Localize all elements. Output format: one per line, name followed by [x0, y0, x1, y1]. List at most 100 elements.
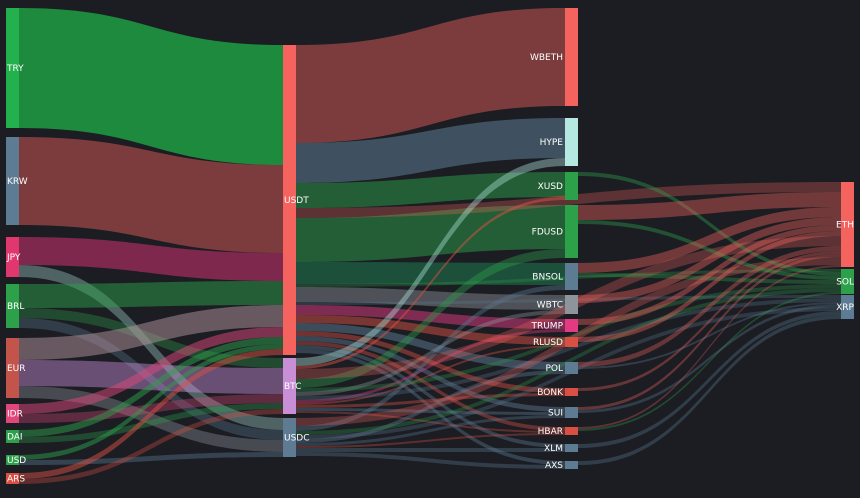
node-DAI[interactable] [6, 430, 19, 443]
link-BONK-ETH[interactable] [578, 251, 841, 391]
link-AXS-XRP[interactable] [578, 315, 841, 465]
link-BTC-HYPE[interactable] [296, 158, 565, 366]
link-USDT-POL[interactable] [296, 323, 565, 370]
node-TRUMP[interactable] [565, 319, 578, 332]
link-USD-USDT[interactable] [19, 344, 283, 460]
link-USDT-XUSD[interactable] [296, 172, 565, 208]
link-TRUMP-ETH[interactable] [578, 225, 841, 325]
node-WBTC[interactable] [565, 295, 578, 314]
link-XUSD-SOL[interactable] [578, 172, 841, 276]
link-BTC-SUI[interactable] [296, 408, 565, 415]
link-USDT-WBETH[interactable] [296, 8, 565, 143]
link-USDT-SUI[interactable] [296, 336, 565, 412]
node-BRL[interactable] [6, 284, 19, 328]
link-USDT-TRUMP[interactable] [296, 305, 565, 329]
link-POL-XRP[interactable] [578, 302, 841, 369]
node-label-DAI: DAI [7, 433, 23, 443]
node-label-JPY: JPY [6, 253, 21, 263]
link-BTC-BONK[interactable] [296, 393, 565, 408]
link-EUR-USDT[interactable] [19, 305, 283, 360]
link-FDUSD-SOL[interactable] [578, 220, 841, 280]
link-DAI-USDT[interactable] [19, 337, 283, 437]
link-BNSOL-ETH[interactable] [578, 207, 841, 273]
link-BTC-FDUSD[interactable] [296, 249, 565, 388]
link-POL-ETH[interactable] [578, 246, 841, 367]
link-USDC-XLM[interactable] [296, 448, 565, 452]
node-ARS[interactable] [6, 473, 19, 484]
node-IDR[interactable] [6, 404, 19, 423]
link-BRL-USDC[interactable] [19, 318, 283, 440]
link-USDC-AXS[interactable] [296, 452, 565, 469]
node-XUSD[interactable] [565, 172, 578, 200]
link-USDT-XLM[interactable] [296, 345, 565, 448]
link-USDT-BNSOL[interactable] [296, 262, 565, 285]
link-KRW-USDT[interactable] [19, 137, 283, 253]
link-USDT-WBTC[interactable] [296, 287, 565, 310]
link-BRL-USDT[interactable] [19, 281, 283, 308]
node-JPY[interactable] [6, 237, 19, 277]
link-IDR-USDT[interactable] [19, 327, 283, 414]
node-label-XLM: XLM [544, 444, 563, 454]
link-USDT-RLUSD[interactable] [296, 315, 565, 345]
link-IDR-BTC[interactable] [19, 394, 283, 423]
node-BTC[interactable] [283, 358, 296, 414]
link-USDT-HYPE[interactable] [296, 118, 565, 183]
link-EUR-BTC[interactable] [19, 360, 283, 394]
node-EUR[interactable] [6, 338, 19, 398]
link-BTC-HBAR[interactable] [296, 411, 565, 433]
node-USDC[interactable] [283, 418, 296, 457]
link-BTC-XRP[interactable] [296, 298, 841, 400]
link-TRY-USDT[interactable] [19, 8, 283, 165]
link-USDC-HBAR[interactable] [296, 433, 565, 448]
link-BTC-WBTC[interactable] [296, 310, 565, 396]
link-USDC-SUI[interactable] [296, 415, 565, 446]
node-FDUSD[interactable] [565, 205, 578, 258]
link-WBTC-ETH[interactable] [578, 217, 841, 303]
link-SUI-ETH[interactable] [578, 254, 841, 410]
node-ETH[interactable] [841, 182, 854, 267]
node-label-IDR: IDR [7, 410, 23, 420]
node-TRY[interactable] [6, 8, 19, 128]
link-XLM-XRP[interactable] [578, 311, 841, 448]
link-USDT-HBAR[interactable] [296, 341, 565, 431]
node-AXS[interactable] [565, 461, 578, 469]
link-SUI-XRP[interactable] [578, 304, 841, 413]
link-JPY-USDC[interactable] [19, 265, 283, 430]
node-POL[interactable] [565, 362, 578, 374]
node-XLM[interactable] [565, 444, 578, 452]
link-USDC-POL[interactable] [296, 370, 565, 443]
link-ARS-USDT[interactable] [19, 349, 283, 479]
node-HBAR[interactable] [565, 427, 578, 435]
link-USDT-FDUSD[interactable] [296, 205, 565, 262]
link-BNSOL-SOL[interactable] [578, 273, 841, 284]
link-HBAR-ETH[interactable] [578, 265, 841, 429]
node-KRW[interactable] [6, 137, 19, 225]
node-WBETH[interactable] [565, 8, 578, 106]
node-label-XRP: XRP [836, 303, 854, 313]
link-USDC-BNSOL[interactable] [296, 285, 565, 431]
node-label-USDC: USDC [284, 434, 310, 444]
link-BTC-XUSD[interactable] [296, 197, 565, 369]
link-HBAR-SOL[interactable] [578, 292, 841, 431]
node-label-SOL: SOL [836, 278, 854, 288]
link-USDT-AXS[interactable] [296, 349, 565, 465]
link-DAI-BTC[interactable] [19, 403, 283, 443]
node-USD[interactable] [6, 455, 19, 465]
node-SUI[interactable] [565, 407, 578, 418]
link-BTC-TRUMP[interactable] [296, 329, 565, 403]
link-USDC-SOL[interactable] [296, 288, 841, 435]
node-XRP[interactable] [841, 295, 854, 319]
link-BTC-RLUSD[interactable] [296, 345, 565, 405]
link-USDT-BONK[interactable] [296, 331, 565, 393]
node-SOL[interactable] [841, 269, 854, 294]
node-BNSOL[interactable] [565, 263, 578, 290]
link-FDUSD-ETH[interactable] [578, 192, 841, 220]
link-ARS-BTC[interactable] [19, 409, 283, 484]
node-RLUSD[interactable] [565, 337, 578, 347]
node-USDT[interactable] [283, 45, 296, 355]
link-JPY-USDT[interactable] [19, 237, 283, 281]
link-RLUSD-ETH[interactable] [578, 231, 841, 342]
node-BONK[interactable] [565, 388, 578, 396]
node-HYPE[interactable] [565, 118, 578, 166]
